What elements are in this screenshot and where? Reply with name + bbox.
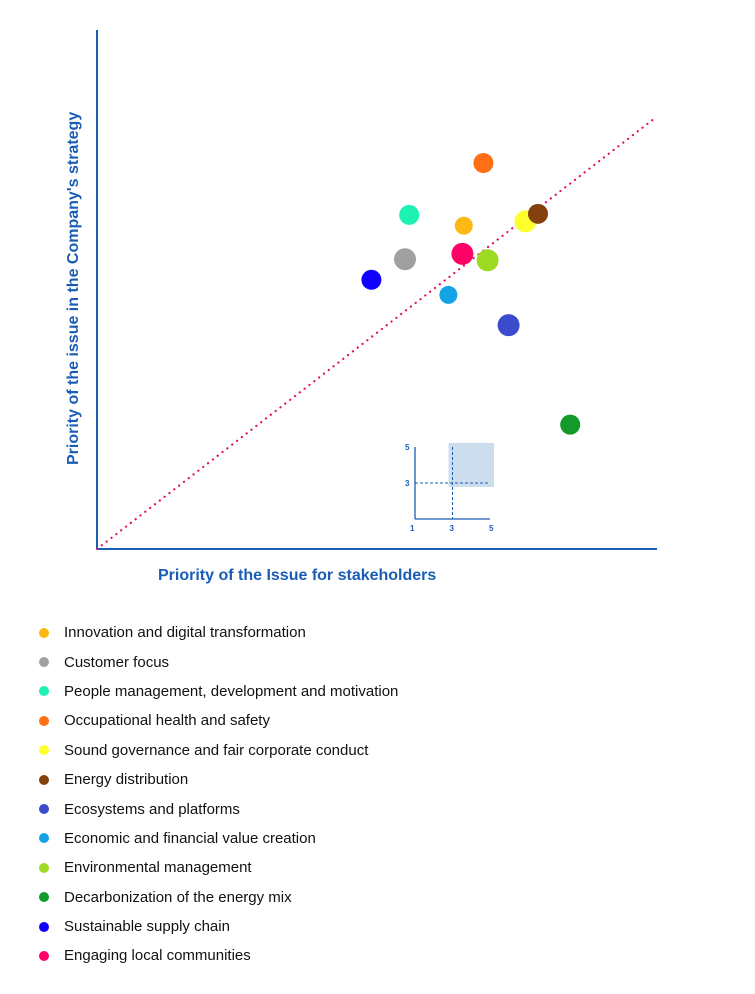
legend-dot-icon	[39, 657, 49, 668]
data-point	[394, 248, 416, 271]
data-point	[528, 203, 548, 224]
legend-dot-icon	[39, 862, 49, 873]
diagonal-reference-line	[95, 115, 659, 551]
legend-dot-icon	[39, 892, 49, 903]
data-point	[560, 414, 581, 435]
legend-dot-icon	[39, 627, 49, 638]
legend-label: Ecosystems and platforms	[64, 800, 240, 818]
inset-x-tick: 1	[410, 524, 415, 533]
legend-dot-icon	[39, 774, 49, 785]
legend-label: Economic and financial value creation	[64, 829, 316, 847]
inset-y-tick: 5	[405, 443, 410, 452]
legend-label: Engaging local communities	[64, 947, 251, 965]
legend-dot-icon	[39, 833, 49, 844]
legend-item: Sound governance and fair corporate cond…	[36, 736, 398, 765]
inset-x-tick: 3	[450, 524, 455, 533]
data-point	[451, 242, 474, 265]
legend-label: Sustainable supply chain	[64, 918, 230, 936]
x-axis-label: Priority of the Issue for stakeholders	[158, 567, 437, 584]
data-point	[476, 249, 499, 272]
legend-dot-icon	[39, 950, 49, 961]
data-point	[361, 269, 382, 290]
legend-label: Sound governance and fair corporate cond…	[64, 741, 369, 759]
legend-dot-icon	[39, 921, 49, 932]
legend-item: Engaging local communities	[36, 941, 398, 970]
data-point	[439, 285, 458, 304]
legend-label: People management, development and motiv…	[64, 682, 399, 700]
legend-item: Decarbonization of the energy mix	[36, 883, 398, 912]
materiality-matrix: 1 3 5 3 5	[95, 30, 659, 551]
data-point	[399, 204, 420, 225]
inset-priority-zone	[448, 443, 494, 487]
data-point	[454, 216, 473, 235]
legend-dot-icon	[39, 715, 49, 726]
y-axis-label: Priority of the issue in the Company's s…	[65, 111, 82, 465]
legend-dot-icon	[39, 686, 49, 697]
data-point	[473, 152, 494, 173]
legend-item: Sustainable supply chain	[36, 912, 398, 941]
legend-dot-icon	[39, 804, 49, 815]
legend-label: Energy distribution	[64, 771, 189, 789]
legend-label: Environmental management	[64, 859, 252, 877]
legend-item: People management, development and motiv…	[36, 677, 398, 706]
legend-item: Ecosystems and platforms	[36, 794, 398, 823]
legend-item: Energy distribution	[36, 765, 398, 794]
inset-y-tick: 3	[405, 479, 410, 488]
legend-label: Occupational health and safety	[64, 712, 270, 730]
legend-dot-icon	[39, 745, 49, 756]
inset-x-tick: 5	[489, 524, 494, 533]
data-point	[497, 314, 520, 337]
legend-label: Decarbonization of the energy mix	[64, 888, 292, 906]
legend-item: Environmental management	[36, 853, 398, 882]
legend-item: Customer focus	[36, 647, 398, 676]
legend-label: Innovation and digital transformation	[64, 624, 306, 642]
legend: Innovation and digital transformation Cus…	[36, 618, 398, 971]
legend-item: Economic and financial value creation	[36, 824, 398, 853]
legend-label: Customer focus	[64, 653, 170, 671]
legend-item: Innovation and digital transformation	[36, 618, 398, 647]
legend-item: Occupational health and safety	[36, 706, 398, 735]
